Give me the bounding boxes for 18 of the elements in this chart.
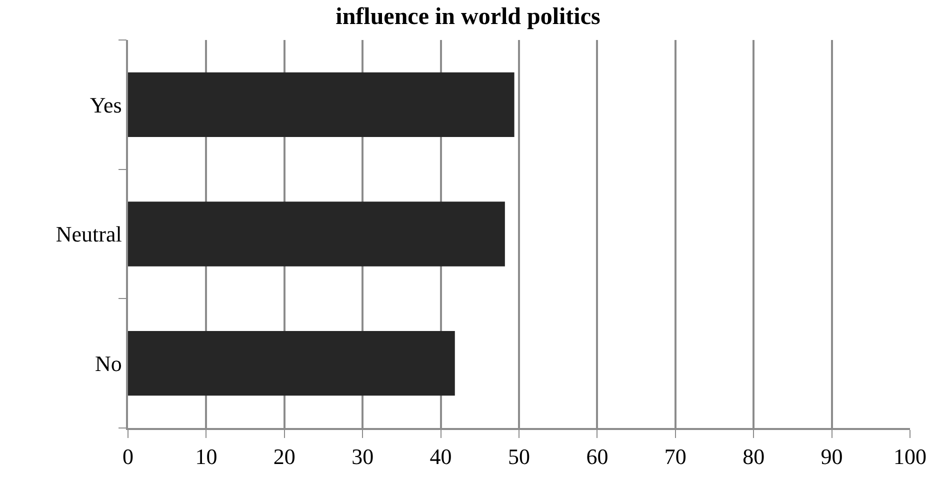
x-tick-label: 30 [352, 444, 374, 470]
x-tick-label: 60 [586, 444, 608, 470]
x-tick-label: 20 [273, 444, 296, 470]
x-tick-label: 10 [195, 444, 218, 470]
x-tick-label: 80 [742, 444, 765, 470]
chart-title: influence in world politics [336, 4, 600, 30]
x-tick-label: 40 [430, 444, 452, 470]
x-tick-label: 70 [664, 444, 686, 470]
x-tick-label: 90 [820, 444, 843, 470]
y-tick-label: Neutral [56, 222, 122, 247]
y-tick-label: No [94, 351, 122, 376]
x-tick-label: 50 [508, 444, 530, 470]
x-tick-label: 0 [122, 444, 134, 470]
bar [128, 72, 514, 137]
x-tick-label: 100 [894, 444, 926, 470]
bar [128, 331, 455, 396]
bar [128, 202, 505, 266]
y-tick-label: Yes [90, 92, 122, 118]
